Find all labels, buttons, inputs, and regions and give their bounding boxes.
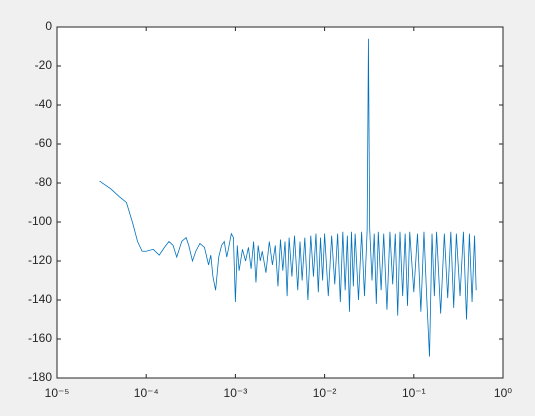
y-tick-label: -20 [35, 58, 53, 72]
x-tick-label: 10⁻² [313, 386, 337, 400]
x-tick-label: 10⁻¹ [402, 386, 426, 400]
data-line [99, 38, 477, 357]
y-tick-label: -40 [35, 97, 53, 111]
y-tick-label: -180 [28, 370, 52, 384]
y-tick-label: -120 [28, 253, 52, 267]
y-tick-label: -80 [35, 175, 53, 189]
y-tick-label: -160 [28, 331, 52, 345]
x-tick-label: 10⁻⁴ [134, 386, 159, 400]
y-tick-label: -60 [35, 136, 53, 150]
x-tick-label: 10⁻³ [224, 386, 248, 400]
axes-box [56, 26, 504, 379]
x-tick-label: 10⁰ [494, 386, 512, 400]
y-tick-label: -140 [28, 292, 52, 306]
plot-area [57, 27, 503, 378]
x-tick-label: 10⁻⁵ [45, 386, 70, 400]
y-tick-label: 0 [45, 19, 52, 33]
y-tick-label: -100 [28, 214, 52, 228]
